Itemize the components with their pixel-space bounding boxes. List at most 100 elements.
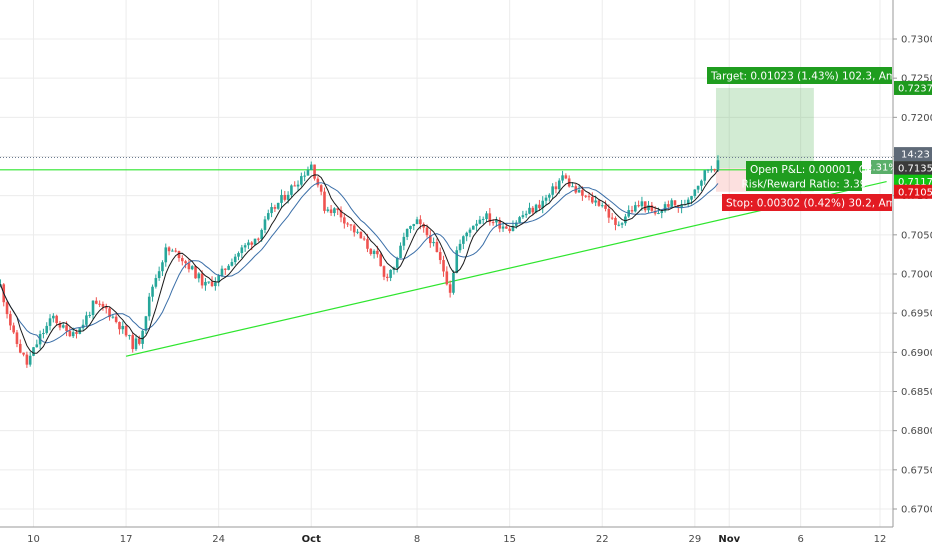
y-tick-label: 0.73000 <box>901 35 932 46</box>
candle-body <box>471 225 475 230</box>
candle-body <box>561 175 564 181</box>
candle-body <box>465 232 468 237</box>
candle-body <box>667 204 670 207</box>
candle-body <box>690 196 693 200</box>
candle-body <box>207 281 211 283</box>
candle-body <box>501 226 505 229</box>
candle-body <box>260 229 263 240</box>
candle-body <box>131 335 134 350</box>
candle-body <box>640 201 644 207</box>
candle-body <box>571 186 574 188</box>
countdown-text: 14:23 <box>901 150 930 161</box>
candle-body <box>382 266 386 277</box>
candle-body <box>257 238 260 240</box>
candle-body <box>521 215 525 218</box>
candle-body <box>141 330 144 344</box>
candle-body <box>187 263 191 270</box>
candle-body <box>128 335 131 337</box>
candle-body <box>657 212 660 214</box>
candle-body <box>300 176 303 185</box>
candle-body <box>9 314 12 326</box>
candle-body <box>71 332 75 337</box>
candle-body <box>528 207 531 214</box>
candle-body <box>475 223 478 226</box>
candle-body <box>204 281 207 286</box>
candle-body <box>389 269 392 278</box>
candle-body <box>243 245 247 248</box>
candle-body <box>630 210 634 212</box>
candle-body <box>581 190 584 196</box>
candle-body <box>468 229 472 233</box>
candle-body <box>481 219 485 221</box>
price-tags: 0.723750.713530.713520.711790.7105014:23 <box>894 80 932 199</box>
candle-body <box>333 208 336 214</box>
candle-body <box>419 219 422 225</box>
candle-body <box>194 266 197 279</box>
candle-body <box>362 238 366 240</box>
candle-body <box>557 180 561 190</box>
candle-body <box>617 224 621 226</box>
percent-tag-text: 2.31% <box>866 163 898 174</box>
candle-body <box>716 160 720 171</box>
candle-body <box>167 247 171 252</box>
candle-body <box>505 226 508 229</box>
candle-body <box>227 265 230 270</box>
candle-body <box>614 218 617 225</box>
candle-body <box>485 213 488 220</box>
candle-body <box>415 219 419 225</box>
x-tick-label: 12 <box>874 534 887 545</box>
candle-body <box>343 217 346 224</box>
y-tick-label: 0.70000 <box>901 270 932 281</box>
target-label[interactable] <box>707 67 892 84</box>
candle-body <box>369 248 373 254</box>
candle-body <box>104 306 108 309</box>
candle-body <box>604 205 607 209</box>
candle-body <box>88 314 92 316</box>
candle-body <box>319 185 323 192</box>
countdown-tag <box>894 147 932 162</box>
candle-body <box>703 170 707 181</box>
candle-body <box>577 190 581 193</box>
candle-body <box>217 275 220 283</box>
candle-body <box>379 254 382 267</box>
candle-body <box>478 219 482 224</box>
position-labels[interactable]: Target: 0.01023 (1.43%) 102.3, Amount: 1… <box>707 67 932 211</box>
candle-body <box>534 204 538 213</box>
candle-body <box>28 355 32 365</box>
percent-tag <box>871 160 893 174</box>
y-tick-label: 0.72000 <box>901 113 932 124</box>
candle-body <box>425 227 429 236</box>
y-tick-label: 0.72500 <box>901 74 932 85</box>
candle-body <box>511 225 515 232</box>
candle-body <box>144 316 148 331</box>
open-pnl-label[interactable] <box>746 161 862 177</box>
candle-body <box>455 250 459 273</box>
x-tick-label: 6 <box>797 534 803 545</box>
candle-body <box>693 189 697 197</box>
candle-body <box>108 308 111 318</box>
y-tick-label: 0.67000 <box>901 505 932 516</box>
target-label-text: Target: 0.01023 (1.43%) 102.3, Amount: 1 <box>710 70 932 82</box>
candle-body <box>597 200 601 206</box>
candle-body <box>554 186 558 190</box>
candle-body <box>273 207 277 209</box>
risk-reward-label[interactable] <box>746 176 862 191</box>
candle-body <box>445 271 449 285</box>
candle-body <box>250 242 254 245</box>
open-pnl-label-text: Open P&L: 0.00001, Qty: 82 <box>750 164 897 176</box>
candle-body <box>230 262 234 266</box>
candle-body <box>290 185 293 195</box>
x-tick-label: 10 <box>27 534 40 545</box>
candle-body <box>237 253 240 257</box>
candle-body <box>25 354 29 365</box>
stop-label[interactable] <box>722 194 892 211</box>
candle-body <box>210 281 214 287</box>
candle-body <box>65 325 68 332</box>
candle-body <box>157 271 161 279</box>
candle-body <box>306 169 310 176</box>
candle-body <box>587 196 591 198</box>
candle-body <box>600 205 604 207</box>
candle-body <box>442 260 445 272</box>
risk-reward-label-text: Risk/Reward Ratio: 3.39 <box>742 178 867 190</box>
